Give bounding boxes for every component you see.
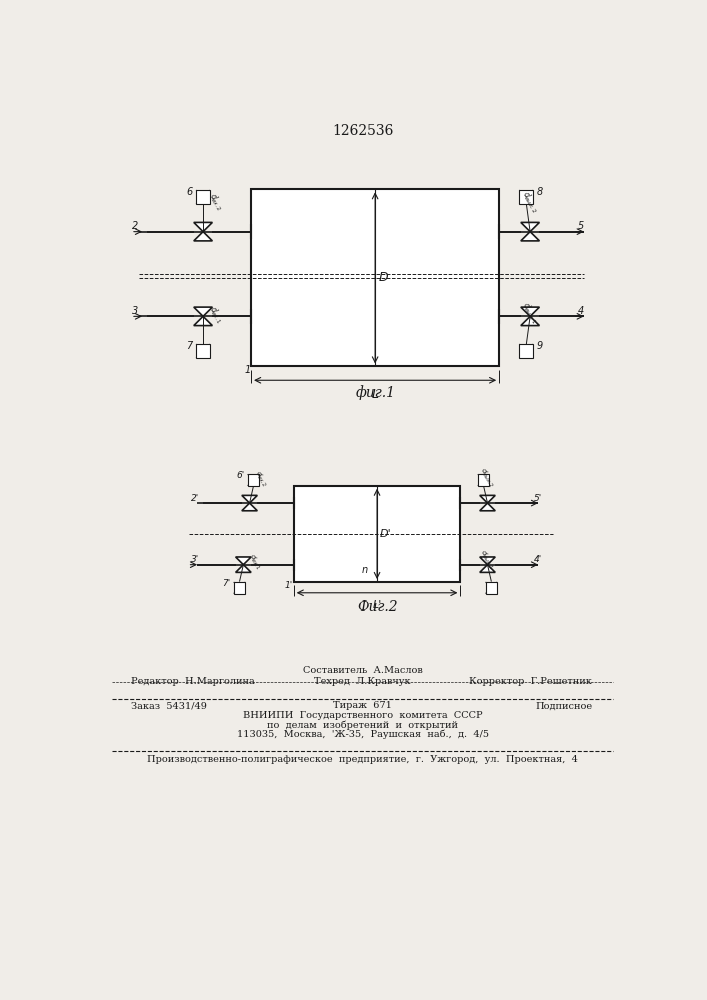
Text: 6': 6' <box>236 471 245 480</box>
Text: Техред  Л.Кравчук: Техред Л.Кравчук <box>315 677 411 686</box>
Bar <box>519 344 533 358</box>
Bar <box>251 189 499 366</box>
Text: $d_{вх.1}$: $d_{вх.1}$ <box>246 552 263 572</box>
Text: Редактор  Н.Марголина: Редактор Н.Марголина <box>131 677 255 686</box>
Text: $d_{вых.1}$: $d_{вых.1}$ <box>519 300 542 326</box>
Polygon shape <box>242 503 257 511</box>
Bar <box>478 474 489 486</box>
Text: фиг.1: фиг.1 <box>355 385 395 400</box>
Text: Подписное: Подписное <box>535 701 592 710</box>
Text: 113035,  Москва,  'Ж-35,  Раушская  наб.,  д.  4/5: 113035, Москва, 'Ж-35, Раушская наб., д.… <box>237 729 489 739</box>
Text: 6: 6 <box>186 187 192 197</box>
Text: 7: 7 <box>186 341 192 351</box>
Text: 2: 2 <box>132 221 138 231</box>
Text: Корректор  Г.Решетник: Корректор Г.Решетник <box>469 677 592 686</box>
Text: Составитель  А.Маслов: Составитель А.Маслов <box>303 666 423 675</box>
Polygon shape <box>235 557 251 565</box>
Text: Производственно-полиграфическое  предприятие,  г.  Ужгород,  ул.  Проектная,  4: Производственно-полиграфическое предприя… <box>147 755 578 764</box>
Polygon shape <box>521 222 539 232</box>
Text: ВНИИПИ  Государственного  комитета  СССР: ВНИИПИ Государственного комитета СССР <box>243 711 483 720</box>
Text: 4: 4 <box>578 306 583 316</box>
Text: 1262536: 1262536 <box>332 124 393 138</box>
Text: 9: 9 <box>537 341 542 351</box>
Text: 5': 5' <box>534 494 542 503</box>
Polygon shape <box>521 307 539 316</box>
Text: Тираж  671: Тираж 671 <box>333 701 392 710</box>
Polygon shape <box>194 307 212 316</box>
Text: 1: 1 <box>245 365 251 375</box>
Text: по  делам  изобретений  и  открытий: по делам изобретений и открытий <box>267 720 458 730</box>
Text: 5: 5 <box>578 221 583 231</box>
Text: L: L <box>372 388 379 401</box>
Text: n: n <box>361 565 368 575</box>
Polygon shape <box>242 495 257 503</box>
Text: Заказ  5431/49: Заказ 5431/49 <box>131 701 207 710</box>
Bar <box>196 344 210 358</box>
Text: 7': 7' <box>223 579 230 588</box>
Bar <box>196 190 210 204</box>
Text: L': L' <box>373 600 382 610</box>
Bar <box>247 474 259 486</box>
Polygon shape <box>480 557 495 565</box>
Polygon shape <box>235 565 251 572</box>
Text: Фиг.2: Фиг.2 <box>357 600 397 614</box>
Text: $d_{вх.2}$: $d_{вх.2}$ <box>206 191 226 214</box>
Bar <box>293 486 460 582</box>
Text: $d_{вых.2}$: $d_{вых.2}$ <box>477 466 496 489</box>
Text: 8: 8 <box>537 187 542 197</box>
Text: 3': 3' <box>192 555 199 564</box>
Polygon shape <box>480 565 495 572</box>
Text: 2': 2' <box>192 494 199 503</box>
Text: $d_{вх.1}$: $d_{вх.1}$ <box>206 304 226 326</box>
Text: $d_{вых.2}$: $d_{вых.2}$ <box>519 189 542 215</box>
Text: $d_{вх.2}$: $d_{вх.2}$ <box>252 469 269 489</box>
Text: 4': 4' <box>534 555 542 564</box>
Text: $d_{вых.1}$: $d_{вых.1}$ <box>477 548 496 572</box>
Polygon shape <box>480 495 495 503</box>
Text: 1': 1' <box>284 581 293 590</box>
Bar <box>486 582 497 594</box>
Bar <box>234 582 245 594</box>
Polygon shape <box>480 503 495 511</box>
Text: D': D' <box>380 529 392 539</box>
Polygon shape <box>194 316 212 326</box>
Polygon shape <box>194 222 212 232</box>
Polygon shape <box>194 232 212 241</box>
Bar <box>519 190 533 204</box>
Polygon shape <box>521 316 539 326</box>
Polygon shape <box>521 232 539 241</box>
Text: D: D <box>378 271 388 284</box>
Text: 3: 3 <box>132 306 138 316</box>
